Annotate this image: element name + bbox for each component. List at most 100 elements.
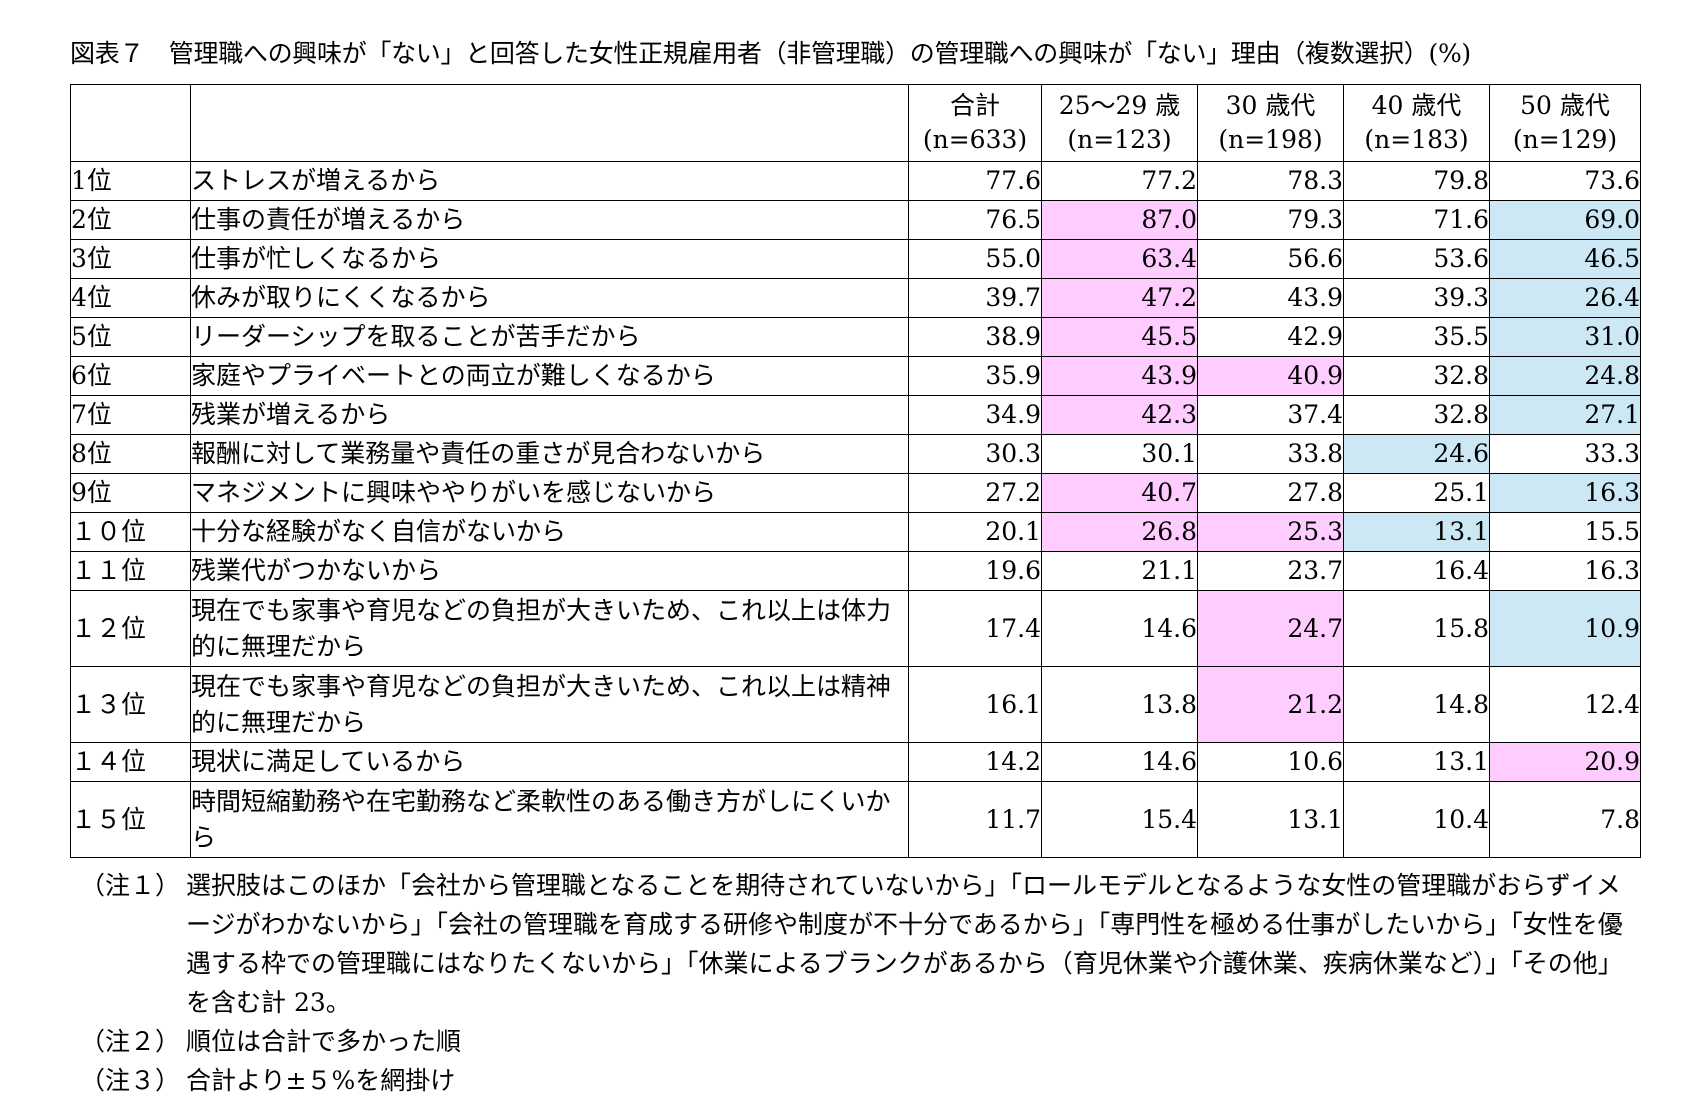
value-cell: 13.1 <box>1197 781 1344 858</box>
value-cell: 33.3 <box>1489 434 1641 474</box>
column-n: (n=123) <box>1067 125 1172 154</box>
value-cell: 79.8 <box>1343 161 1490 201</box>
column-n: (n=198) <box>1218 125 1323 154</box>
value-cell: 19.6 <box>908 551 1042 591</box>
value-cell: 39.7 <box>908 278 1042 318</box>
column-header: 50 歳代 (n=129) <box>1489 84 1641 162</box>
value-cell: 11.7 <box>908 781 1042 858</box>
value-cell: 16.1 <box>908 666 1042 743</box>
value-cell: 16.3 <box>1489 551 1641 591</box>
value-cell: 15.5 <box>1489 512 1641 552</box>
rank-cell: １３位 <box>70 666 191 743</box>
column-name: 25～29 歳 <box>1058 91 1181 120</box>
value-cell: 73.6 <box>1489 161 1641 201</box>
value-cell: 30.1 <box>1041 434 1198 474</box>
rank-cell: 5位 <box>70 317 191 357</box>
value-cell: 56.6 <box>1197 239 1344 279</box>
reason-cell: マネジメントに興味ややりがいを感じないから <box>190 473 909 513</box>
reason-cell: ストレスが増えるから <box>190 161 909 201</box>
value-cell: 13.1 <box>1343 512 1490 552</box>
value-cell: 79.3 <box>1197 200 1344 240</box>
reason-cell: リーダーシップを取ることが苦手だから <box>190 317 909 357</box>
value-cell: 20.9 <box>1489 742 1641 782</box>
value-cell: 40.9 <box>1197 356 1344 396</box>
value-cell: 35.9 <box>908 356 1042 396</box>
value-cell: 43.9 <box>1041 356 1198 396</box>
note-text: 合計より±５%を網掛け <box>186 1066 456 1095</box>
note-text: 順位は合計で多かった順 <box>186 1027 462 1056</box>
value-cell: 7.8 <box>1489 781 1641 858</box>
value-cell: 21.2 <box>1197 666 1344 743</box>
note-2: （注２） 順位は合計で多かった順 <box>80 1022 1640 1061</box>
rank-cell: 2位 <box>70 200 191 240</box>
value-cell: 45.5 <box>1041 317 1198 357</box>
reason-cell: 報酬に対して業務量や責任の重さが見合わないから <box>190 434 909 474</box>
reason-cell: 休みが取りにくくなるから <box>190 278 909 318</box>
value-cell: 63.4 <box>1041 239 1198 279</box>
value-cell: 14.8 <box>1343 666 1490 743</box>
value-cell: 24.6 <box>1343 434 1490 474</box>
column-n: (n=183) <box>1364 125 1469 154</box>
note-1: （注１） 選択肢はこのほか「会社から管理職となることを期待されていないから」「ロ… <box>80 866 1640 1022</box>
reason-cell: 残業代がつかないから <box>190 551 909 591</box>
value-cell: 47.2 <box>1041 278 1198 318</box>
rank-cell: １０位 <box>70 512 191 552</box>
value-cell: 20.1 <box>908 512 1042 552</box>
value-cell: 13.1 <box>1343 742 1490 782</box>
rank-cell: 1位 <box>70 161 191 201</box>
column-name: 50 歳代 <box>1520 91 1610 120</box>
reason-cell: 仕事が忙しくなるから <box>190 239 909 279</box>
table-row: １３位 現在でも家事や育児などの負担が大きいため、これ以上は精神的に無理だから 16… <box>70 666 1641 743</box>
figure-title: 図表７ 管理職への興味が「ない」と回答した女性正規雇用者（非管理職）の管理職への… <box>70 39 1471 68</box>
value-cell: 31.0 <box>1489 317 1641 357</box>
value-cell: 12.4 <box>1489 666 1641 743</box>
value-cell: 25.3 <box>1197 512 1344 552</box>
value-cell: 71.6 <box>1343 200 1490 240</box>
column-header: 40 歳代 (n=183) <box>1343 84 1490 162</box>
value-cell: 77.6 <box>908 161 1042 201</box>
reason-cell: 現在でも家事や育児などの負担が大きいため、これ以上は精神的に無理だから <box>190 666 909 743</box>
value-cell: 30.3 <box>908 434 1042 474</box>
value-cell: 77.2 <box>1041 161 1198 201</box>
value-cell: 27.1 <box>1489 395 1641 435</box>
value-cell: 21.1 <box>1041 551 1198 591</box>
value-cell: 23.7 <box>1197 551 1344 591</box>
reason-cell: 現在でも家事や育児などの負担が大きいため、これ以上は体力的に無理だから <box>190 590 909 667</box>
rank-cell: 7位 <box>70 395 191 435</box>
value-cell: 76.5 <box>908 200 1042 240</box>
value-cell: 33.8 <box>1197 434 1344 474</box>
value-cell: 16.4 <box>1343 551 1490 591</box>
value-cell: 46.5 <box>1489 239 1641 279</box>
table-row: 4位 休みが取りにくくなるから 39.7 47.2 43.9 39.3 26.4 <box>70 278 1641 318</box>
reason-cell: 家庭やプライベートとの両立が難しくなるから <box>190 356 909 396</box>
header-row: 合計 (n=633) 25～29 歳 (n=123) 30 歳代 (n=198) 40… <box>70 84 1641 162</box>
table-row: １４位 現状に満足しているから 14.2 14.6 10.6 13.1 20.9 <box>70 742 1641 782</box>
table-row: 2位 仕事の責任が増えるから 76.5 87.0 79.3 71.6 69.0 <box>70 200 1641 240</box>
table-row: １５位 時間短縮勤務や在宅勤務など柔軟性のある働き方がしにくいから 11.7 15.4… <box>70 781 1641 858</box>
value-cell: 24.7 <box>1197 590 1344 667</box>
rank-cell: 6位 <box>70 356 191 396</box>
table-row: 5位 リーダーシップを取ることが苦手だから 38.9 45.5 42.9 35.5 31.0 <box>70 317 1641 357</box>
notes: （注１） 選択肢はこのほか「会社から管理職となることを期待されていないから」「ロ… <box>80 866 1640 1100</box>
value-cell: 24.8 <box>1489 356 1641 396</box>
reason-cell: 残業が増えるから <box>190 395 909 435</box>
value-cell: 13.8 <box>1041 666 1198 743</box>
value-cell: 34.9 <box>908 395 1042 435</box>
value-cell: 10.9 <box>1489 590 1641 667</box>
column-n: (n=129) <box>1512 125 1618 154</box>
value-cell: 40.7 <box>1041 473 1198 513</box>
table-row: 7位 残業が増えるから 34.9 42.3 37.4 32.8 27.1 <box>70 395 1641 435</box>
value-cell: 10.6 <box>1197 742 1344 782</box>
value-cell: 26.8 <box>1041 512 1198 552</box>
value-cell: 42.9 <box>1197 317 1344 357</box>
reason-cell: 現状に満足しているから <box>190 742 909 782</box>
value-cell: 53.6 <box>1343 239 1490 279</box>
note-text: 選択肢はこのほか「会社から管理職となることを期待されていないから」「ロールモデル… <box>186 871 1623 1017</box>
reason-cell: 時間短縮勤務や在宅勤務など柔軟性のある働き方がしにくいから <box>190 781 909 858</box>
column-header: 30 歳代 (n=198) <box>1197 84 1344 162</box>
value-cell: 27.8 <box>1197 473 1344 513</box>
table-row: 9位 マネジメントに興味ややりがいを感じないから 27.2 40.7 27.8 25.1 1… <box>70 473 1641 513</box>
value-cell: 69.0 <box>1489 200 1641 240</box>
note-label: （注２） <box>80 1027 181 1056</box>
rank-cell: 4位 <box>70 278 191 318</box>
